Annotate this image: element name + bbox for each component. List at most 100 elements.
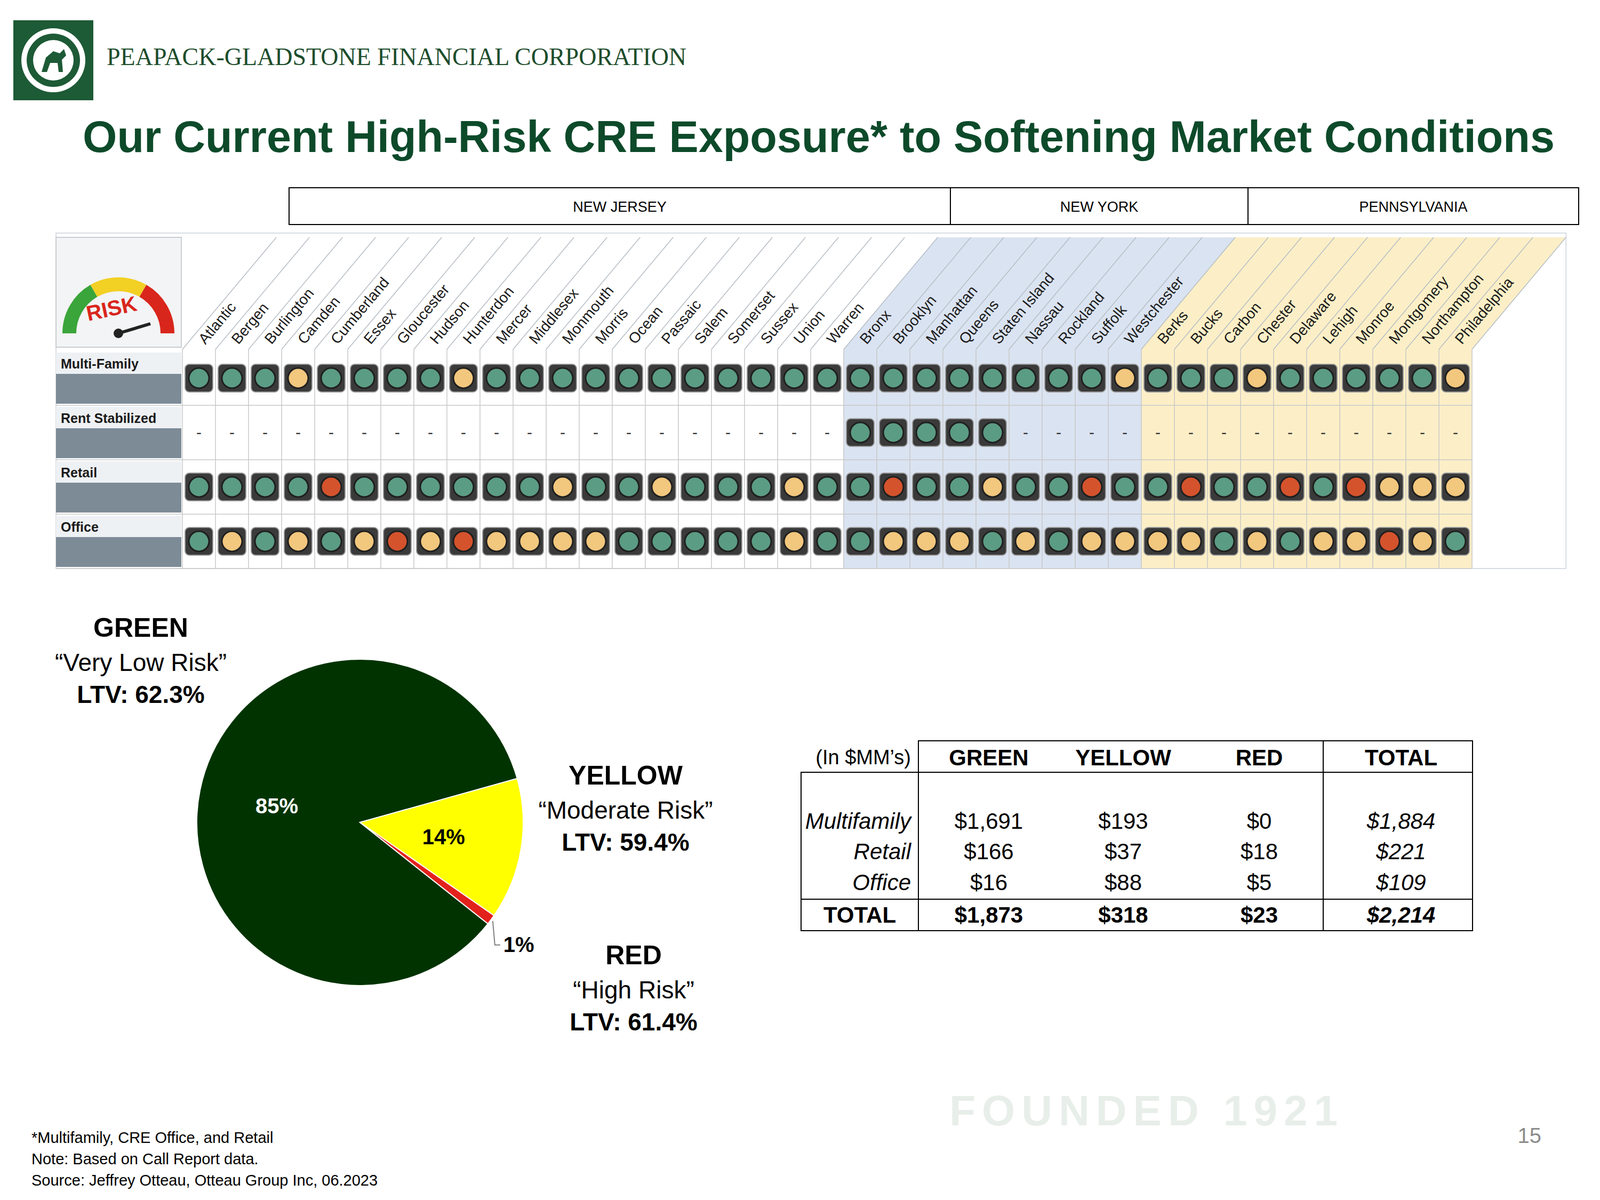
column-line	[1107, 349, 1109, 569]
risk-light	[651, 531, 672, 552]
cell-dash: -	[626, 423, 632, 442]
table-cell: $18	[1240, 838, 1278, 864]
column-line	[1140, 349, 1142, 569]
cell-frame	[1375, 364, 1404, 392]
column-line	[1008, 349, 1010, 569]
column-line	[677, 349, 679, 569]
cell-frame	[1276, 364, 1304, 392]
risk-light	[1246, 476, 1268, 498]
county-label: Essex	[360, 305, 400, 348]
risk-light	[453, 476, 474, 498]
risk-light	[585, 476, 606, 498]
risk-light	[784, 368, 805, 389]
risk-light	[1246, 531, 1268, 552]
risk-light	[552, 368, 573, 389]
cell-frame	[945, 473, 974, 501]
cell-frame	[1210, 364, 1238, 392]
cell-frame	[482, 527, 511, 556]
risk-light	[254, 368, 276, 389]
county-label: Bronx	[856, 306, 895, 348]
cell-frame	[1441, 473, 1470, 501]
column-line	[1405, 349, 1407, 569]
cell-frame	[185, 364, 213, 392]
row-photo	[56, 515, 182, 567]
gauge-arc	[142, 290, 168, 334]
cell-frame	[581, 364, 610, 392]
risk-light	[684, 476, 706, 498]
cell-dash: -	[427, 423, 434, 442]
risk-light	[949, 531, 970, 552]
cell-frame	[846, 418, 875, 447]
risk-light	[883, 476, 904, 498]
cell-frame	[1243, 527, 1271, 556]
risk-light	[1379, 476, 1400, 498]
cell-dash: -	[196, 423, 202, 442]
cell-frame	[648, 364, 676, 392]
column-line	[1041, 349, 1043, 569]
column-line	[1339, 349, 1341, 569]
cell-frame	[747, 364, 775, 392]
cell-dash: -	[1155, 423, 1161, 442]
risk-light	[1412, 476, 1433, 498]
column-line	[1240, 349, 1242, 569]
risk-light	[354, 368, 375, 389]
risk-light	[982, 368, 1003, 389]
risk-light	[717, 531, 739, 552]
cell-frame	[978, 527, 1007, 556]
cell-frame	[879, 527, 908, 556]
column-line	[281, 349, 283, 569]
risk-light	[916, 368, 937, 389]
cell-frame	[449, 364, 478, 392]
cell-frame	[978, 418, 1007, 447]
risk-light	[1313, 531, 1334, 552]
pie-data-label: 14%	[422, 825, 466, 849]
cell-frame	[714, 527, 742, 556]
column-line	[1206, 349, 1208, 569]
column-line	[578, 349, 580, 569]
pie-annotation: “Moderate Risk”	[538, 796, 713, 824]
cell-dash: -	[1188, 423, 1194, 442]
risk-light	[982, 476, 1003, 498]
risk-light	[618, 531, 639, 552]
cell-dash: -	[1022, 423, 1029, 442]
cell-frame	[284, 473, 312, 501]
row-label-patch	[56, 406, 182, 429]
cell-dash: -	[1452, 423, 1459, 442]
risk-light	[519, 476, 540, 498]
cell-dash: -	[229, 423, 235, 442]
cell-frame	[416, 473, 445, 501]
cell-frame	[912, 527, 941, 556]
cell-frame	[185, 527, 213, 556]
cell-frame	[515, 473, 544, 501]
cell-frame	[780, 364, 808, 392]
risk-light	[1015, 531, 1036, 552]
cell-frame	[813, 364, 842, 392]
column-line	[810, 349, 812, 569]
risk-light	[188, 368, 210, 389]
cell-frame	[1276, 473, 1304, 501]
risk-light	[949, 368, 970, 389]
column-line	[876, 349, 878, 569]
table-cell: $88	[1104, 869, 1142, 895]
cell-frame	[945, 418, 974, 447]
cell-frame	[978, 473, 1007, 501]
logo	[13, 20, 94, 101]
risk-light	[321, 476, 342, 498]
cell-frame	[1110, 364, 1139, 392]
logo-box	[13, 20, 94, 101]
risk-light	[1445, 368, 1466, 389]
cell-frame	[581, 527, 610, 556]
gauge-arc	[93, 284, 143, 291]
risk-gauge: RISK	[56, 237, 182, 348]
risk-light	[916, 531, 937, 552]
footnote: Note: Based on Call Report data.	[31, 1150, 259, 1168]
row-label: Multi-Family	[60, 356, 139, 372]
risk-light	[486, 476, 507, 498]
risk-light	[188, 476, 210, 498]
risk-light	[519, 368, 540, 389]
risk-light	[1147, 368, 1168, 389]
cell-frame	[350, 364, 379, 392]
risk-light	[883, 368, 904, 389]
cell-frame	[218, 527, 246, 556]
cell-dash: -	[1386, 423, 1392, 442]
